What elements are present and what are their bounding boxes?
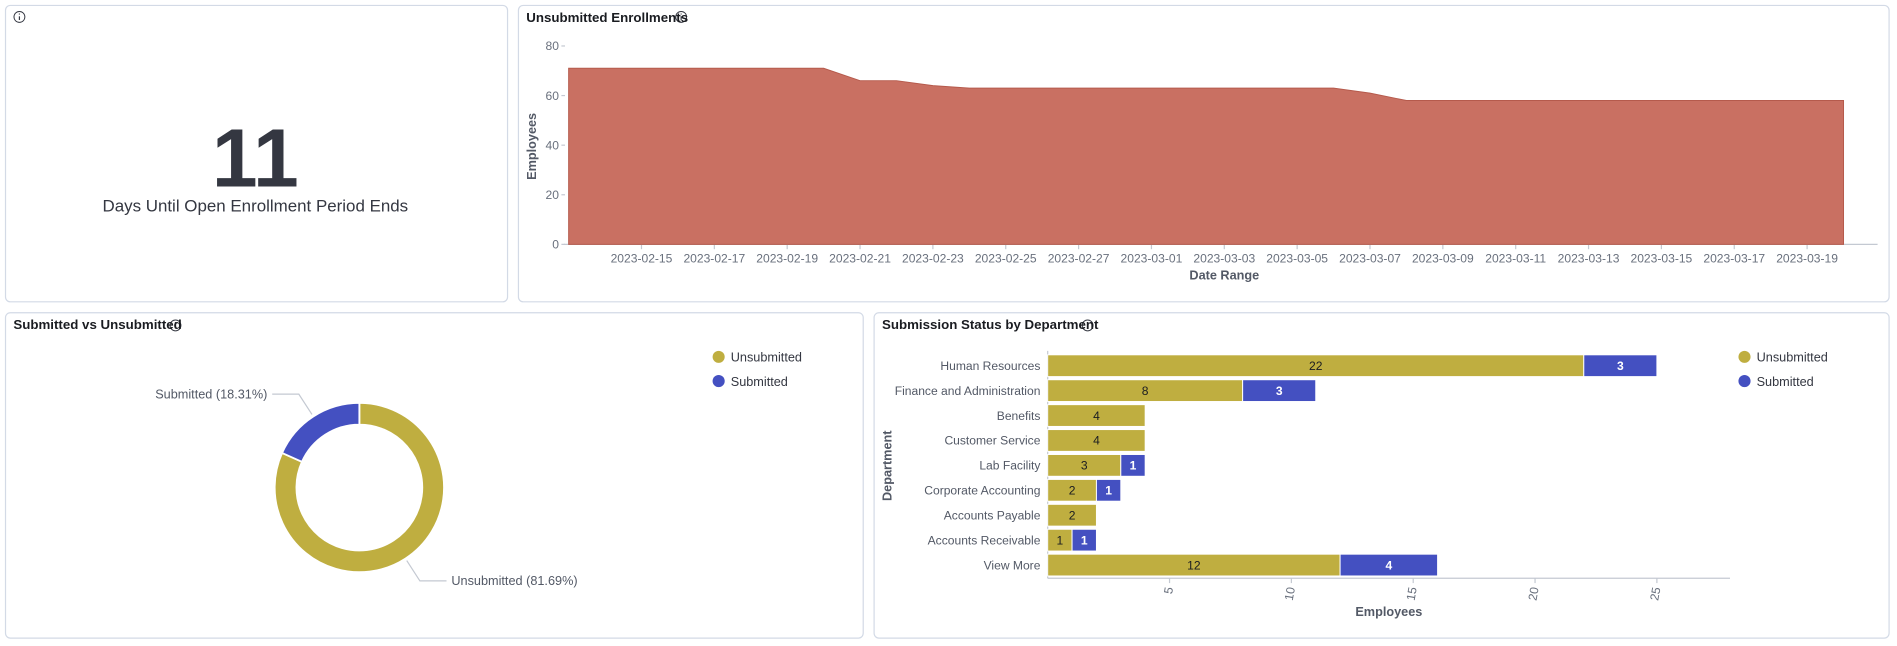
bar (1583, 354, 1658, 378)
bar (1047, 404, 1146, 427)
y-tick-label: Benefits (997, 409, 1041, 423)
bar-label: 2 (1069, 484, 1076, 498)
x-tick-label: 2023-02-17 (683, 252, 745, 266)
x-axis-label: Employees (1355, 605, 1422, 619)
bar (1242, 379, 1317, 402)
x-tick-label: 2023-03-19 (1776, 252, 1838, 266)
x-tick-label: 2023-03-01 (1121, 252, 1183, 266)
y-tick-label: 0 (552, 238, 559, 252)
x-tick-label: 2023-03-05 (1266, 252, 1328, 266)
y-tick-label: Lab Facility (979, 459, 1041, 473)
legend-swatch (712, 375, 725, 388)
y-tick-label: Customer Service (944, 434, 1040, 448)
y-tick-label: View More (984, 558, 1041, 572)
donut-slice (280, 401, 361, 464)
bar (1047, 429, 1146, 452)
bar-label: 4 (1093, 434, 1100, 448)
legend-label: Unsubmitted (1757, 351, 1828, 365)
bar-label: 2 (1069, 508, 1076, 522)
info-icon[interactable] (13, 11, 26, 23)
y-tick-label: Accounts Payable (944, 508, 1041, 522)
bar (1120, 454, 1146, 477)
x-tick-label: 10 (1282, 586, 1298, 602)
x-tick-label: 20 (1526, 586, 1542, 602)
bar-label: 3 (1081, 459, 1088, 473)
bar-label: 4 (1385, 558, 1392, 572)
info-icon[interactable] (1081, 319, 1094, 332)
x-tick-label: 2023-02-15 (611, 252, 673, 266)
bar-label: 3 (1617, 359, 1624, 373)
y-tick-label: 80 (546, 39, 560, 53)
legend-label: Submitted (1757, 375, 1814, 389)
y-tick-label: 20 (546, 188, 560, 202)
x-tick-label: 2023-02-23 (902, 252, 964, 266)
metric-value: 11 (212, 113, 299, 204)
bar (1339, 553, 1439, 577)
bar (1071, 528, 1097, 552)
bar-label: 1 (1057, 533, 1064, 547)
x-tick-label: 2023-02-25 (975, 252, 1037, 266)
bar-label: 4 (1093, 409, 1100, 423)
area (568, 67, 1845, 245)
bar (1095, 478, 1122, 502)
x-tick-label: 2023-02-19 (756, 252, 818, 266)
x-tick-label: 2023-03-11 (1485, 252, 1546, 266)
x-tick-label: 2023-03-09 (1412, 252, 1474, 266)
legend-label: Submitted (731, 375, 788, 389)
x-tick-label: 2023-03-13 (1558, 252, 1620, 266)
leader-line (406, 560, 447, 582)
y-tick-label: Human Resources (940, 359, 1040, 373)
bar-label: 1 (1130, 459, 1137, 473)
slice-label: Unsubmitted (81.69%) (451, 574, 577, 588)
y-tick-label: Corporate Accounting (924, 484, 1040, 498)
metric-label: Days Until Open Enrollment Period Ends (102, 197, 408, 216)
leader-line (272, 393, 313, 415)
y-axis-label: Employees (525, 113, 539, 180)
x-tick-label: 25 (1647, 586, 1663, 602)
x-tick-label: 2023-02-21 (829, 252, 891, 266)
legend-swatch (1738, 375, 1751, 388)
legend-label: Unsubmitted (731, 351, 802, 365)
x-tick-label: 2023-03-07 (1339, 252, 1401, 266)
x-tick-label: 2023-03-03 (1193, 252, 1255, 266)
y-tick-label: 40 (546, 138, 560, 152)
bar-label: 22 (1309, 359, 1323, 373)
x-tick-label: 2023-02-27 (1048, 252, 1110, 266)
chart-title: Unsubmitted Enrollments (526, 10, 688, 25)
bar-label: 12 (1187, 558, 1201, 572)
bar-label: 1 (1081, 533, 1088, 547)
chart-title: Submitted vs Unsubmitted (13, 317, 181, 332)
info-icon[interactable] (169, 319, 182, 332)
x-axis-label: Date Range (1189, 268, 1259, 282)
chart-title: Submission Status by Department (882, 317, 1099, 332)
x-tick-label: 5 (1161, 586, 1176, 595)
legend-swatch (1738, 350, 1751, 363)
y-tick-label: Accounts Receivable (928, 533, 1041, 547)
donut-slice (273, 401, 445, 574)
x-tick-label: 15 (1404, 586, 1420, 602)
y-tick-label: 60 (546, 89, 560, 103)
bar (1047, 503, 1097, 527)
info-icon[interactable] (675, 11, 688, 23)
x-tick-label: 2023-03-17 (1703, 252, 1765, 266)
slice-label: Submitted (18.31%) (155, 387, 267, 401)
y-axis-label: Department (881, 430, 895, 501)
bar-label: 8 (1142, 384, 1149, 398)
legend-swatch (712, 350, 725, 363)
y-tick-label: Finance and Administration (895, 384, 1041, 398)
metric-panel (4, 4, 509, 303)
x-tick-label: 2023-03-15 (1631, 252, 1693, 266)
bar-label: 1 (1105, 484, 1112, 498)
bar-label: 3 (1276, 384, 1283, 398)
